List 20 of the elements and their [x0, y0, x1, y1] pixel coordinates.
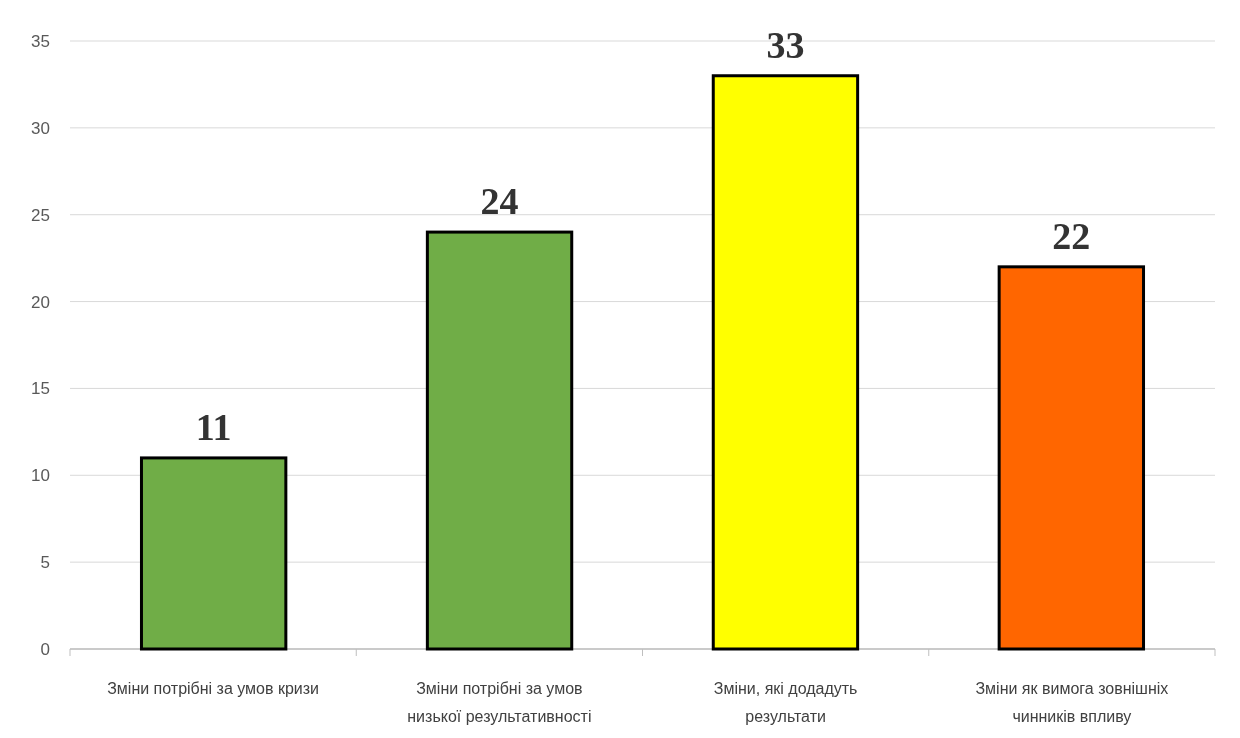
y-tick-label: 15	[31, 379, 50, 399]
y-tick-label: 10	[31, 466, 50, 486]
data-label: 33	[766, 23, 805, 66]
x-tick-label: Зміни як вимога зовнішніх чинників впливу	[975, 680, 1169, 725]
y-tick-label: 25	[31, 205, 50, 225]
x-tick-label: Зміни потрібні за умов низької результативності	[407, 680, 592, 725]
y-tick-label: 5	[40, 553, 50, 573]
x-tick-label: Зміни потрібні за умов кризи	[107, 680, 320, 697]
bar	[711, 74, 860, 651]
x-tick-label: Зміни, які додадуть результати	[713, 680, 858, 725]
bar	[997, 265, 1146, 651]
y-tick-label: 35	[31, 31, 50, 51]
data-label: 22	[1052, 214, 1091, 257]
y-tick-label: 30	[31, 118, 50, 138]
data-label: 11	[195, 405, 232, 448]
bar	[425, 230, 574, 651]
data-label: 24	[480, 180, 519, 223]
y-tick-label: 0	[40, 639, 50, 659]
y-tick-label: 20	[31, 292, 50, 312]
bar	[139, 456, 288, 651]
